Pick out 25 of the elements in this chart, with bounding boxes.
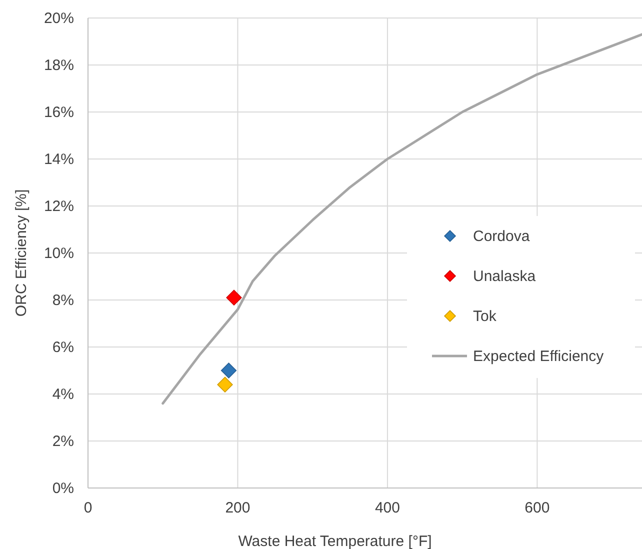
legend-label: Expected Efficiency xyxy=(473,348,604,365)
y-tick-label: 2% xyxy=(52,432,74,450)
x-tick-label: 400 xyxy=(374,500,400,517)
y-tick-label: 12% xyxy=(44,198,74,215)
y-tick-label: 0% xyxy=(52,480,74,497)
x-tick-label: 200 xyxy=(225,500,250,517)
legend-label: Unalaska xyxy=(473,268,536,285)
y-tick-label: 14% xyxy=(44,150,74,168)
legend-label: Cordova xyxy=(473,228,530,245)
y-tick-label: 18% xyxy=(44,56,74,74)
point xyxy=(217,376,233,392)
line-series xyxy=(162,33,642,405)
point xyxy=(226,290,242,306)
legend-label: Tok xyxy=(473,308,497,325)
x-tick-label: 0 xyxy=(84,500,92,517)
y-tick-label: 8% xyxy=(52,292,74,309)
y-tick-label: 4% xyxy=(52,386,74,403)
y-tick-label: 20% xyxy=(44,10,74,27)
x-tick-label: 600 xyxy=(524,500,550,517)
x-axis-title: Waste Heat Temperature [°F] xyxy=(238,533,432,549)
y-tick-label: 10% xyxy=(44,244,74,262)
y-tick-label: 6% xyxy=(52,338,74,356)
y-tick-label: 16% xyxy=(44,104,74,121)
y-axis-title: ORC Efficiency [%] xyxy=(13,189,30,317)
point xyxy=(220,362,237,378)
